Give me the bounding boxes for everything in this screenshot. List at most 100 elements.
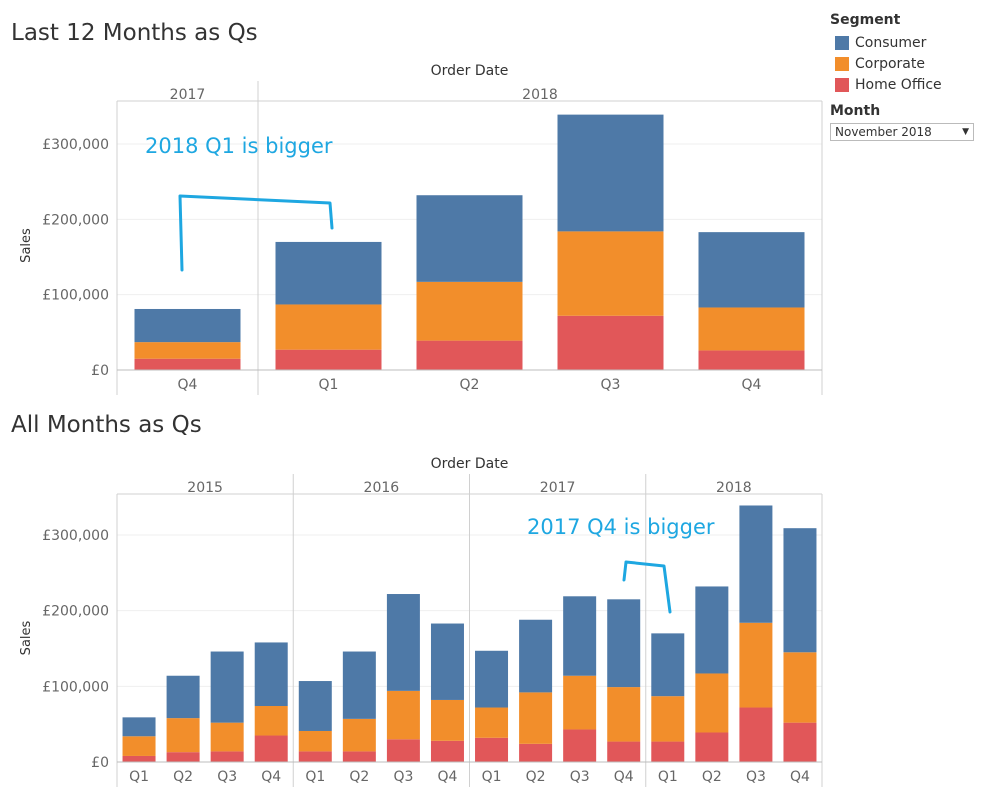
- chevron-down-icon[interactable]: ▼: [962, 127, 969, 137]
- chart2-bar-2018-Q3-home-office: [739, 707, 773, 762]
- chart2-quarter-label: Q3: [746, 769, 766, 785]
- chart2-quarter-label: Q1: [305, 769, 325, 785]
- chart2-bar-2017-Q2-corporate: [519, 692, 553, 744]
- legend-item-home-office[interactable]: Home Office: [830, 74, 985, 95]
- chart2-bar-2018-Q4-home-office: [783, 722, 817, 762]
- chart2-bar-2016-Q3-corporate: [386, 690, 420, 740]
- chart2-bar-2016-Q1-home-office: [298, 751, 332, 762]
- chart2-year-label: 2017: [540, 480, 576, 496]
- chart2-bar-2016-Q4-corporate: [430, 699, 464, 741]
- chart1-quarter-label: Q1: [319, 377, 339, 393]
- legend: Segment Consumer Corporate Home Office M…: [830, 12, 985, 141]
- chart2-bar-2017-Q1-home-office: [475, 737, 509, 762]
- chart1-bar-2018-Q4-consumer: [698, 232, 805, 308]
- chart1-bar-2018-Q2-consumer: [416, 195, 523, 282]
- chart2-quarter-label: Q2: [702, 769, 722, 785]
- chart2-annotation-bracket: [622, 560, 672, 614]
- chart1-bar-2018-Q1-consumer: [275, 241, 382, 305]
- chart2-quarter-label: Q2: [349, 769, 369, 785]
- chart2-bar-2015-Q2-corporate: [166, 718, 200, 753]
- chart2-quarter-label: Q1: [482, 769, 502, 785]
- chart2-bar-2018-Q4-corporate: [783, 652, 817, 723]
- legend-item-corporate[interactable]: Corporate: [830, 53, 985, 74]
- chart2-title: All Months as Qs: [11, 412, 202, 438]
- chart2-bar-2016-Q3-consumer: [386, 594, 420, 691]
- chart2-bar-2018-Q1-home-office: [651, 741, 685, 762]
- chart2-bar-2017-Q3-home-office: [563, 729, 597, 762]
- chart2-year-label: 2015: [187, 480, 223, 496]
- chart1-quarter-label: Q3: [601, 377, 621, 393]
- chart1-quarter-label: Q4: [742, 377, 762, 393]
- chart2-bar-2017-Q1-corporate: [475, 707, 509, 738]
- chart2-bar-2017-Q3-consumer: [563, 596, 597, 676]
- legend-swatch-home-office: [835, 77, 849, 92]
- chart2-quarter-label: Q4: [261, 769, 281, 785]
- chart2-bar-2015-Q3-consumer: [210, 651, 244, 723]
- chart1-ytick-label: £300,000: [42, 137, 109, 153]
- chart2-quarter-label: Q1: [658, 769, 678, 785]
- chart2-bar-2016-Q2-corporate: [342, 718, 376, 752]
- chart1-header-label: Order Date: [431, 63, 509, 79]
- chart2-ytick-label: £300,000: [42, 528, 109, 544]
- chart2-bar-2017-Q4-corporate: [607, 687, 641, 742]
- chart2-ytick-label: £0: [91, 755, 109, 771]
- chart2-bar-2015-Q2-home-office: [166, 752, 200, 762]
- chart2-year-label: 2018: [716, 480, 752, 496]
- chart2-annotation-text: 2017 Q4 is bigger: [527, 515, 715, 539]
- chart2-bar-2016-Q4-consumer: [430, 623, 464, 700]
- chart2-bar-2018-Q3-consumer: [739, 505, 773, 623]
- chart1-bar-2018-Q4-home-office: [698, 350, 805, 370]
- chart2-bar-2017-Q4-consumer: [607, 599, 641, 688]
- chart2-bar-2017-Q4-home-office: [607, 741, 641, 762]
- chart1-bar-2018-Q3-home-office: [557, 315, 664, 370]
- chart2-bar-2015-Q4-corporate: [254, 706, 288, 736]
- chart1-title: Last 12 Months as Qs: [11, 20, 258, 46]
- legend-label-consumer: Consumer: [855, 34, 927, 51]
- month-filter-dropdown[interactable]: November 2018 ▼: [830, 123, 974, 141]
- chart2-quarter-label: Q2: [526, 769, 546, 785]
- chart2-bar-2018-Q4-consumer: [783, 528, 817, 653]
- chart1-bar-2018-Q1-home-office: [275, 349, 382, 370]
- chart1-ytick-label: £0: [91, 363, 109, 379]
- chart2-bar-2018-Q2-consumer: [695, 586, 729, 674]
- legend-title: Segment: [830, 12, 901, 28]
- chart1-ytick-label: £100,000: [42, 288, 109, 304]
- chart1-bar-2017-Q4-corporate: [134, 342, 241, 359]
- chart1-bar-2018-Q2-home-office: [416, 340, 523, 370]
- chart1-bar-2018-Q1-corporate: [275, 304, 382, 350]
- chart1-bar-2017-Q4-home-office: [134, 358, 241, 370]
- legend-swatch-corporate: [835, 56, 849, 71]
- chart1-ytick-label: £200,000: [42, 212, 109, 228]
- chart2-quarter-label: Q4: [614, 769, 634, 785]
- month-filter-value: November 2018: [835, 125, 932, 139]
- chart1-annotation-bracket: [178, 194, 334, 272]
- chart2-ytick-label: £200,000: [42, 604, 109, 620]
- chart2-bar-2015-Q1-home-office: [122, 755, 156, 762]
- chart2-quarter-label: Q2: [173, 769, 193, 785]
- chart1-bar-2018-Q3-consumer: [557, 114, 664, 232]
- chart2-bar-2015-Q3-home-office: [210, 751, 244, 762]
- legend-label-corporate: Corporate: [855, 55, 925, 72]
- chart2-quarter-label: Q3: [570, 769, 590, 785]
- chart2-bar-2015-Q3-corporate: [210, 722, 244, 752]
- chart2-bar-2015-Q1-consumer: [122, 717, 156, 737]
- chart2-quarter-label: Q3: [393, 769, 413, 785]
- legend-item-consumer[interactable]: Consumer: [830, 32, 985, 53]
- chart2-bar-2015-Q4-consumer: [254, 642, 288, 707]
- chart2-bar-2016-Q1-consumer: [298, 681, 332, 731]
- chart2-bar-2018-Q3-corporate: [739, 622, 773, 708]
- chart2-bar-2017-Q1-consumer: [475, 650, 509, 708]
- chart2-ylabel: Sales: [19, 620, 34, 655]
- chart2-bar-2017-Q2-home-office: [519, 743, 553, 762]
- chart2-ytick-label: £100,000: [42, 679, 109, 695]
- chart2-quarter-label: Q3: [217, 769, 237, 785]
- chart2-bar-2016-Q3-home-office: [386, 739, 420, 762]
- chart1-quarter-label: Q4: [178, 377, 198, 393]
- chart1-bar-2017-Q4-consumer: [134, 308, 241, 343]
- chart2-bar-2017-Q3-corporate: [563, 675, 597, 730]
- chart2-bar-2018-Q1-corporate: [651, 696, 685, 742]
- chart2-bar-2016-Q1-corporate: [298, 730, 332, 752]
- chart2-header-label: Order Date: [431, 456, 509, 472]
- chart1-quarter-label: Q2: [460, 377, 480, 393]
